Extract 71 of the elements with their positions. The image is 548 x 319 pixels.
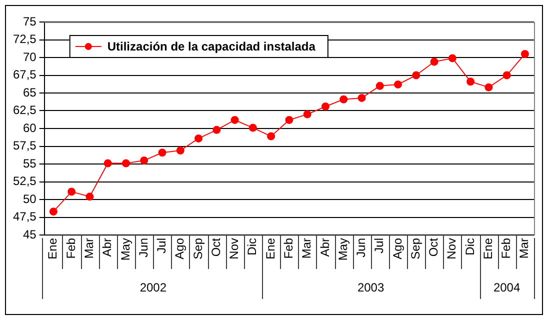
x-tick-label: Sep	[190, 238, 205, 260]
point	[358, 94, 366, 102]
point	[484, 83, 493, 92]
text: 2003	[357, 280, 384, 294]
point	[122, 159, 130, 168]
y-tick-label: 60	[22, 120, 37, 135]
y-tick-label: 70	[22, 50, 37, 64]
x-tick-label: Mar	[300, 238, 314, 259]
x-tick-label: Ago	[390, 238, 404, 260]
point	[158, 148, 166, 157]
y-tick-label: 72,5	[12, 32, 37, 46]
x-tick-label: Feb	[281, 238, 296, 259]
x-tick-label: Dic	[462, 238, 477, 256]
text: 2002	[140, 280, 167, 294]
x-tick-label: Feb	[64, 238, 78, 259]
point	[412, 71, 420, 80]
x-tick-label: Feb	[499, 238, 514, 259]
point	[448, 54, 456, 62]
point	[86, 192, 94, 201]
y-tick-label: 55	[22, 156, 37, 170]
y-tick-label: 67,5	[12, 68, 37, 82]
point	[68, 188, 76, 196]
y-tick-label: 57,5	[12, 138, 37, 153]
y-tick-label: 75	[22, 14, 37, 28]
point	[430, 58, 438, 66]
y-tick-label: 65	[22, 85, 37, 100]
x-tick-label: Ago	[172, 238, 187, 260]
x-tick-label: Mar	[517, 238, 532, 259]
x-tick-label: Abr	[318, 238, 332, 257]
point	[230, 116, 239, 124]
x-tick-label: Abr	[100, 238, 114, 257]
y-tick-label: 52,5	[12, 174, 37, 188]
point	[49, 208, 58, 216]
x-tick-label: May	[336, 238, 350, 261]
point	[285, 116, 294, 124]
point	[303, 110, 312, 118]
point	[140, 156, 148, 164]
x-tick-label: May	[118, 238, 132, 261]
point	[394, 80, 402, 88]
text: 2004	[493, 280, 520, 294]
x-tick-label: Nov	[444, 238, 459, 260]
point	[520, 50, 529, 58]
x-tick-label: Jul	[154, 238, 169, 254]
x-tick-label: Oct	[426, 237, 441, 257]
x-tick-label: Jun	[136, 238, 150, 258]
point	[176, 146, 184, 155]
point	[104, 159, 112, 168]
x-tick-label: Ene	[480, 238, 495, 260]
point	[248, 124, 257, 132]
y-tick-label: 62,5	[12, 103, 37, 118]
point	[321, 102, 330, 110]
x-tick-label: Dic	[245, 238, 260, 256]
point	[212, 126, 221, 134]
x-tick-label: Mar	[82, 238, 96, 259]
point	[340, 95, 348, 104]
point	[376, 82, 384, 90]
point	[194, 134, 203, 142]
x-tick-label: Sep	[408, 238, 422, 260]
point	[502, 71, 511, 80]
y-tick-label: 50	[22, 192, 37, 206]
x-tick-label: Ene	[46, 238, 60, 260]
point	[267, 132, 276, 140]
x-tick-label: Oct	[208, 237, 223, 257]
x-tick-label: Jul	[372, 238, 386, 254]
y-tick-label: 45	[22, 227, 37, 242]
legend-label: Utilización de la capacidad instalada	[107, 39, 316, 54]
x-tick-label: Ene	[263, 238, 278, 260]
x-tick-label: Nov	[227, 238, 242, 260]
x-tick-label: Jun	[354, 238, 368, 258]
y-tick-label: 47,5	[12, 210, 37, 224]
point	[466, 78, 475, 86]
